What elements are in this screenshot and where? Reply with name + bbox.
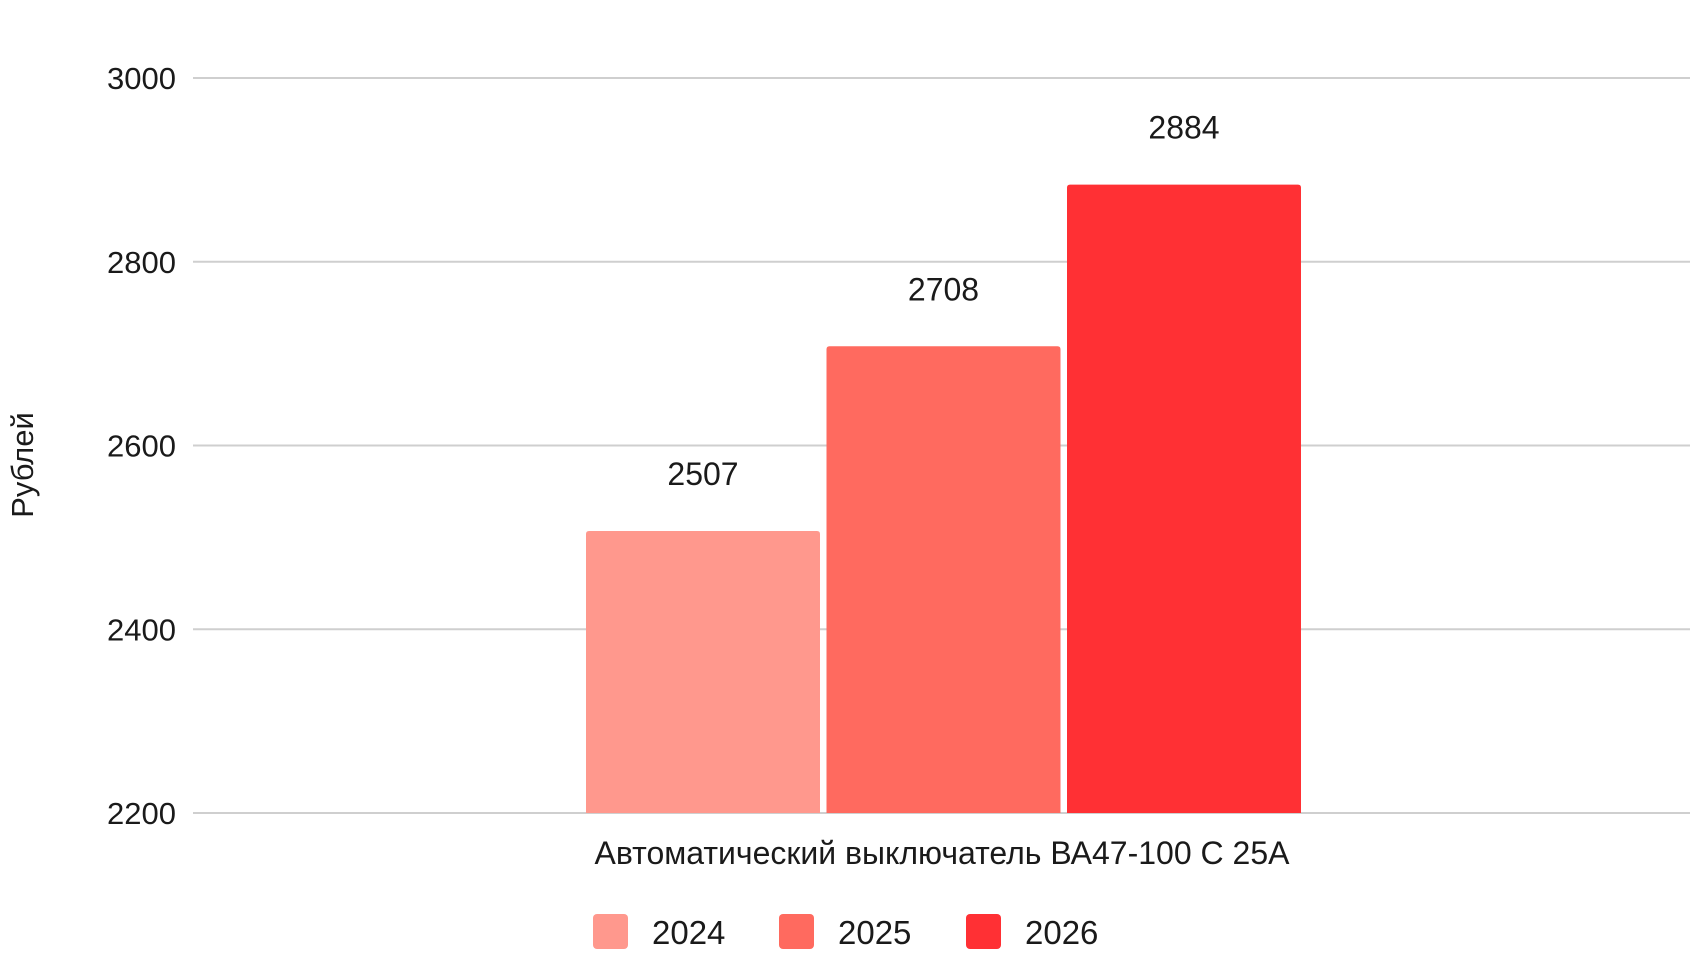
y-tick-label: 3000 xyxy=(107,61,176,96)
data-labels: 2507 2708 2884 xyxy=(667,110,1219,492)
legend-item-2025: 2025 xyxy=(779,914,911,951)
y-tick-label: 2200 xyxy=(107,796,176,831)
legend-label: 2024 xyxy=(652,914,725,951)
legend-swatch xyxy=(779,914,814,949)
y-axis-ticks: 2200 2400 2600 2800 3000 xyxy=(107,61,176,831)
legend-swatch xyxy=(593,914,628,949)
y-tick-label: 2800 xyxy=(107,245,176,280)
data-label-2025: 2708 xyxy=(908,271,979,307)
y-axis-title: Рублей xyxy=(5,412,40,518)
legend: 2024 2025 2026 xyxy=(593,914,1098,951)
data-label-2024: 2507 xyxy=(667,456,738,492)
y-tick-label: 2600 xyxy=(107,429,176,464)
legend-item-2024: 2024 xyxy=(593,914,725,951)
legend-item-2026: 2026 xyxy=(966,914,1098,951)
legend-label: 2025 xyxy=(838,914,911,951)
bars xyxy=(586,184,1301,813)
y-tick-label: 2400 xyxy=(107,612,176,647)
data-label-2026: 2884 xyxy=(1148,110,1219,146)
bar-2025 xyxy=(826,346,1061,813)
bar-2026 xyxy=(1067,184,1301,813)
x-category-label: Автоматический выключатель ВА47-100 С 25… xyxy=(595,835,1291,871)
legend-swatch xyxy=(966,914,1001,949)
bar-2024 xyxy=(586,530,820,813)
legend-label: 2026 xyxy=(1025,914,1098,951)
